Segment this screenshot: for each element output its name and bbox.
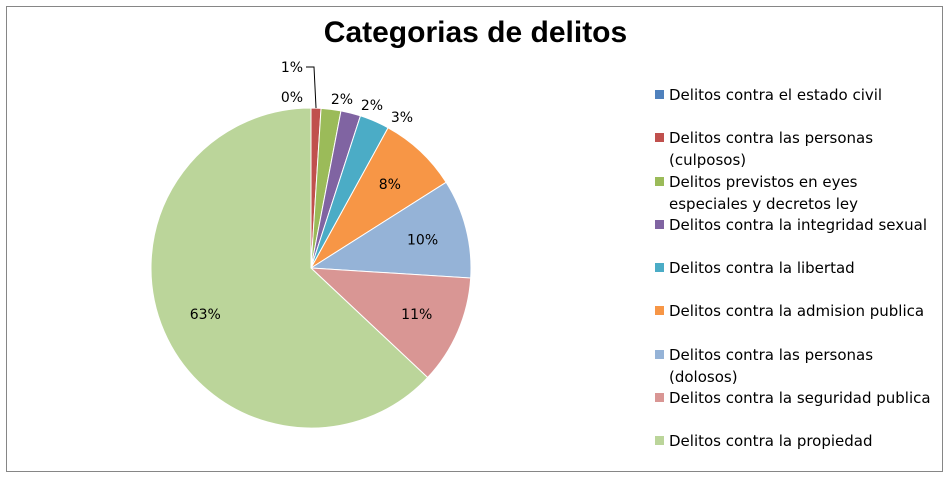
pie-slice-delitos-contra-la-propiedad xyxy=(150,107,429,429)
legend-label: Delitos contra la libertad xyxy=(669,259,855,277)
legend-label: Delitos contra la propiedad xyxy=(669,432,873,450)
legend-label: Delitos contra la integridad sexual xyxy=(669,216,927,234)
legend-swatch xyxy=(655,90,664,99)
chart-title: Categorias de delitos xyxy=(323,16,628,49)
data-label-delitos-contra-el-estado-civil: 0% xyxy=(281,90,303,106)
pie-slice-delitos-contra-la-seguridad-publica xyxy=(309,267,472,379)
legend-item-delitos-contra-las-personas-culposos: Delitos contra las personas (culposos) xyxy=(655,127,940,171)
legend-swatch xyxy=(655,350,664,359)
legend-label: Delitos previstos en eyes especiales y d… xyxy=(669,173,859,213)
legend-swatch xyxy=(655,177,664,186)
legend-label: Delitos contra la seguridad publica xyxy=(669,389,931,407)
data-label-delitos-contra-la-integridad-sexual: 2% xyxy=(361,98,383,114)
legend-swatch xyxy=(655,393,664,402)
data-label-delitos-contra-la-seguridad-publica: 11% xyxy=(401,307,432,323)
data-label-delitos-contra-las-personas-culposos: 1% xyxy=(281,60,303,76)
legend-swatch xyxy=(655,306,664,315)
legend-item-delitos-contra-la-propiedad: Delitos contra la propiedad xyxy=(655,430,940,452)
legend-swatch xyxy=(655,263,664,272)
leader-line-delitos-contra-las-personas-culposos xyxy=(306,66,317,109)
data-label-delitos-contra-la-propiedad: 63% xyxy=(190,307,221,323)
legend-swatch xyxy=(655,436,664,445)
pie-slice-delitos-contra-las-personas-dolosos xyxy=(309,181,472,279)
legend-label: Delitos contra las personas (culposos) xyxy=(669,129,874,169)
legend-label: Delitos contra el estado civil xyxy=(669,86,883,104)
data-label-delitos-contra-las-personas-dolosos: 10% xyxy=(407,232,438,248)
legend-swatch xyxy=(655,220,664,229)
legend-item-delitos-contra-la-seguridad-publica: Delitos contra la seguridad publica xyxy=(655,387,940,409)
legend-swatch xyxy=(655,133,664,142)
data-label-delitos-contra-la-admision-publica: 8% xyxy=(379,177,401,193)
legend-item-delitos-contra-la-admision-publica: Delitos contra la admision publica xyxy=(655,300,940,322)
legend-item-delitos-contra-la-libertad: Delitos contra la libertad xyxy=(655,257,940,279)
legend-item-delitos-contra-la-integridad-sexual: Delitos contra la integridad sexual xyxy=(655,214,940,236)
legend-item-delitos-contra-el-estado-civil: Delitos contra el estado civil xyxy=(655,84,940,106)
legend-label: Delitos contra las personas (dolosos) xyxy=(669,346,874,386)
legend-label: Delitos contra la admision publica xyxy=(669,302,925,320)
legend-item-delitos-previstos-en-eyes-especiales-y-decretos-ley: Delitos previstos en eyes especiales y d… xyxy=(655,171,940,215)
data-label-delitos-contra-la-libertad: 3% xyxy=(391,110,413,126)
legend-item-delitos-contra-las-personas-dolosos: Delitos contra las personas (dolosos) xyxy=(655,344,940,388)
data-label-delitos-previstos-en-eyes-especiales-y-decretos-ley: 2% xyxy=(331,92,353,108)
